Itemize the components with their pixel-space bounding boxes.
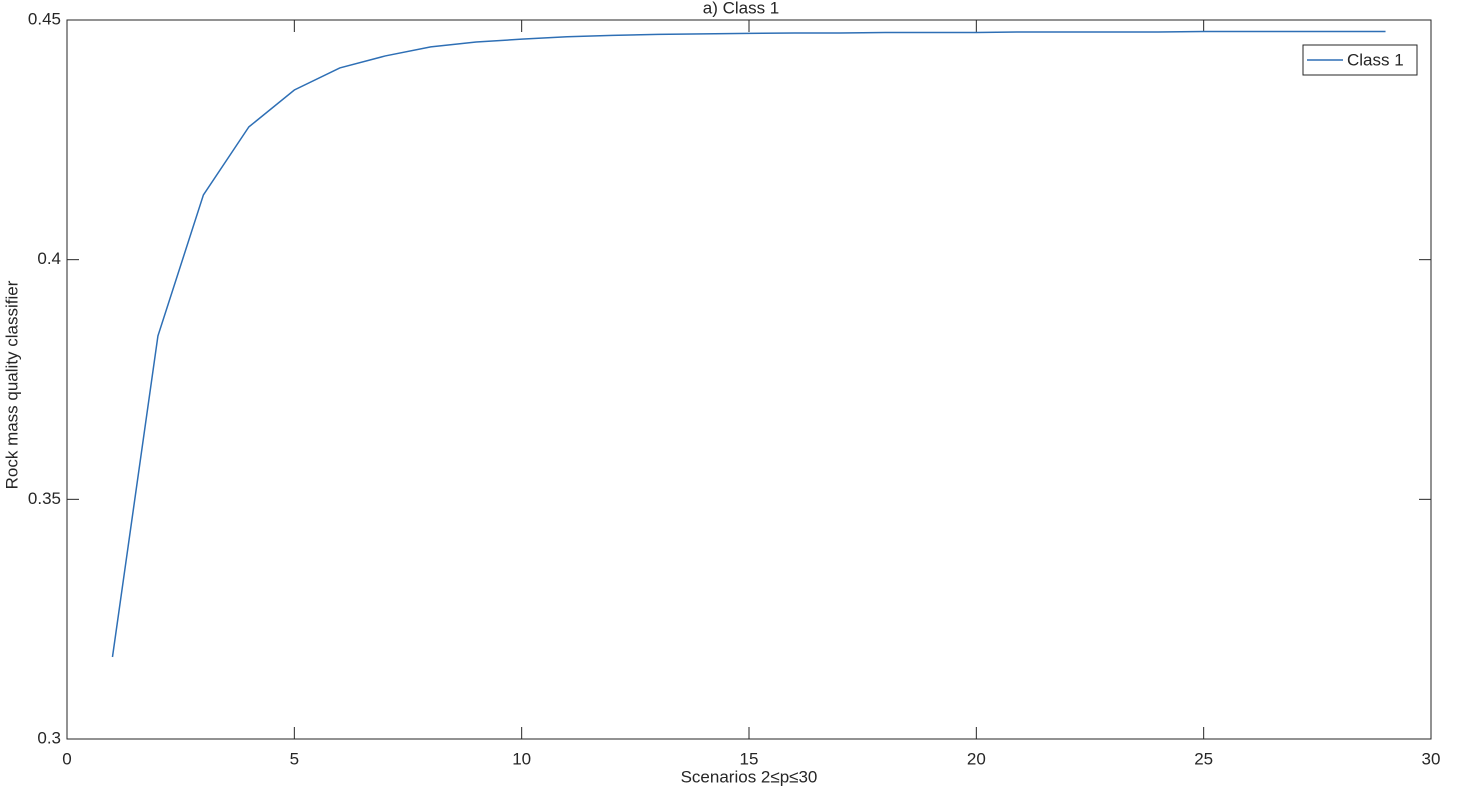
x-tick-label: 20 [967, 749, 986, 768]
x-tick-label: 10 [512, 749, 531, 768]
y-axis-label: Rock mass quality classifier [2, 280, 21, 489]
data-line [111, 30, 1386, 658]
x-tick-label: 0 [62, 749, 71, 768]
x-tick-label: 5 [290, 749, 299, 768]
chart-title: a) Class 1 [703, 0, 780, 17]
y-tick-label: 0.45 [28, 9, 61, 28]
x-tick-label: 15 [740, 749, 759, 768]
x-axis-label: Scenarios 2≤p≤30 [681, 767, 818, 786]
legend-label: Class 1 [1347, 50, 1404, 69]
plot-box [66, 19, 1432, 740]
x-tick-label: 25 [1194, 749, 1213, 768]
y-tick-label: 0.35 [28, 489, 61, 508]
y-tick-label: 0.3 [37, 728, 61, 747]
x-tick-label: 30 [1422, 749, 1441, 768]
y-tick-label: 0.4 [37, 249, 61, 268]
